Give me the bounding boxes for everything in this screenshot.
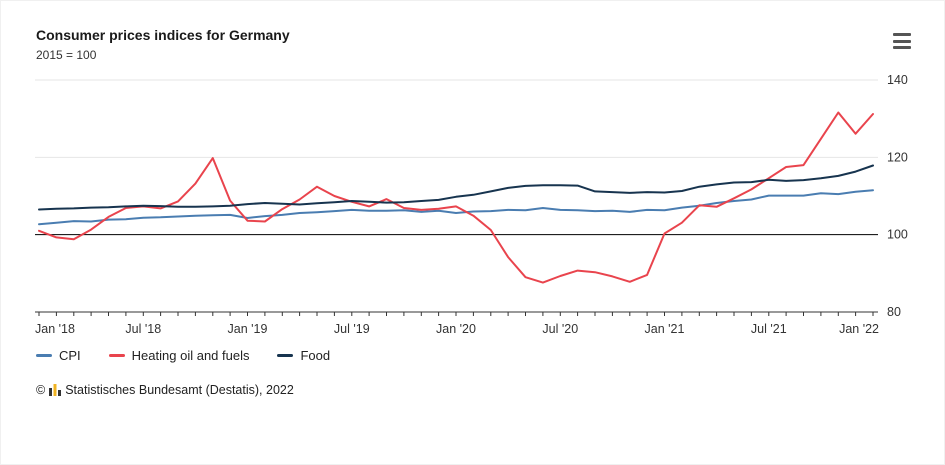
y-axis-label: 120 xyxy=(887,150,908,164)
y-axis-label: 80 xyxy=(887,305,901,319)
copyright-symbol: © xyxy=(36,383,46,397)
x-axis-label: Jan '21 xyxy=(645,322,685,336)
x-axis-label: Jan '22 xyxy=(839,322,879,336)
legend-item-food[interactable]: Food xyxy=(277,348,330,363)
x-axis-label: Jan '19 xyxy=(228,322,268,336)
x-axis-label: Jul '19 xyxy=(334,322,370,336)
y-axis-label: 140 xyxy=(887,73,908,87)
hamburger-icon xyxy=(893,39,911,43)
x-axis-label: Jul '21 xyxy=(751,322,787,336)
legend-label: CPI xyxy=(59,348,81,363)
legend-label: Heating oil and fuels xyxy=(131,348,250,363)
destatis-logo-icon xyxy=(49,384,62,396)
series-food xyxy=(38,164,874,211)
x-axis-label: Jul '18 xyxy=(125,322,161,336)
legend-item-heating-oil-and-fuels[interactable]: Heating oil and fuels xyxy=(108,348,250,363)
price-chart: 80 100 120 140 Jan '18 Jul '18 Jan '19 Jul '19 J… xyxy=(35,73,908,336)
legend-item-cpi[interactable]: CPI xyxy=(36,348,81,363)
legend-label: Food xyxy=(300,348,331,363)
chart-header: Consumer prices indices for Germany 2015… xyxy=(1,1,944,62)
credit: © Statistisches Bundesamt (Destatis), 20… xyxy=(36,383,294,397)
legend: CPI Heating oil and fuels Food xyxy=(36,348,944,363)
legend-swatch xyxy=(108,354,125,357)
y-axis-label: 100 xyxy=(887,228,908,242)
series-heating-oil-and-fuels xyxy=(38,111,874,284)
chart-title: Consumer prices indices for Germany xyxy=(36,27,290,43)
context-menu-button[interactable] xyxy=(893,33,913,49)
credit-text: Statistisches Bundesamt (Destatis), 2022 xyxy=(65,383,294,397)
x-axis-label: Jan '18 xyxy=(35,322,75,336)
legend-swatch xyxy=(277,354,294,357)
x-axis-label: Jul '20 xyxy=(542,322,578,336)
series-cpi xyxy=(38,189,874,226)
legend-swatch xyxy=(36,354,52,357)
chart-subtitle: 2015 = 100 xyxy=(36,48,97,62)
hamburger-icon xyxy=(893,46,911,49)
x-axis-label: Jan '20 xyxy=(436,322,476,336)
hamburger-icon xyxy=(893,33,911,36)
